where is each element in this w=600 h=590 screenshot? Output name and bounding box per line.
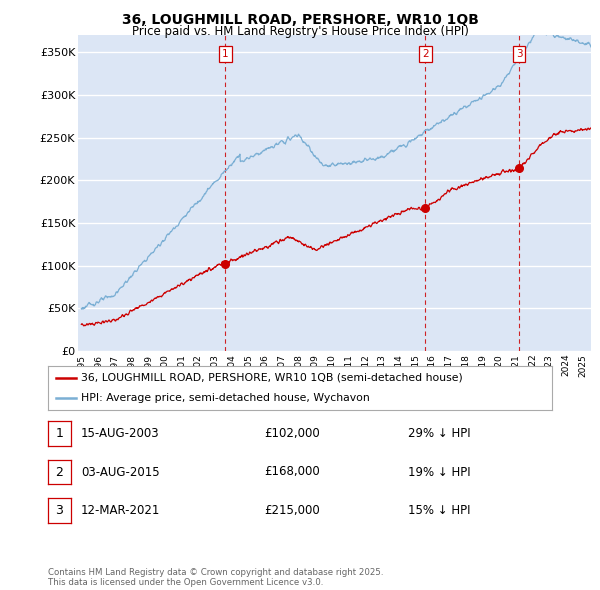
- Text: 1: 1: [55, 427, 64, 440]
- Text: 03-AUG-2015: 03-AUG-2015: [81, 466, 160, 478]
- Text: 36, LOUGHMILL ROAD, PERSHORE, WR10 1QB (semi-detached house): 36, LOUGHMILL ROAD, PERSHORE, WR10 1QB (…: [81, 373, 463, 383]
- Text: HPI: Average price, semi-detached house, Wychavon: HPI: Average price, semi-detached house,…: [81, 393, 370, 403]
- Text: 1: 1: [222, 49, 229, 59]
- Text: 2: 2: [55, 466, 64, 478]
- Text: Contains HM Land Registry data © Crown copyright and database right 2025.
This d: Contains HM Land Registry data © Crown c…: [48, 568, 383, 587]
- Text: Price paid vs. HM Land Registry's House Price Index (HPI): Price paid vs. HM Land Registry's House …: [131, 25, 469, 38]
- Text: £215,000: £215,000: [264, 504, 320, 517]
- Text: £102,000: £102,000: [264, 427, 320, 440]
- Text: 15% ↓ HPI: 15% ↓ HPI: [408, 504, 470, 517]
- Text: 29% ↓ HPI: 29% ↓ HPI: [408, 427, 470, 440]
- Text: 36, LOUGHMILL ROAD, PERSHORE, WR10 1QB: 36, LOUGHMILL ROAD, PERSHORE, WR10 1QB: [122, 13, 478, 27]
- Text: 2: 2: [422, 49, 429, 59]
- Text: 3: 3: [55, 504, 64, 517]
- Text: 3: 3: [515, 49, 522, 59]
- Text: 12-MAR-2021: 12-MAR-2021: [81, 504, 160, 517]
- Text: 19% ↓ HPI: 19% ↓ HPI: [408, 466, 470, 478]
- Text: 15-AUG-2003: 15-AUG-2003: [81, 427, 160, 440]
- Text: £168,000: £168,000: [264, 466, 320, 478]
